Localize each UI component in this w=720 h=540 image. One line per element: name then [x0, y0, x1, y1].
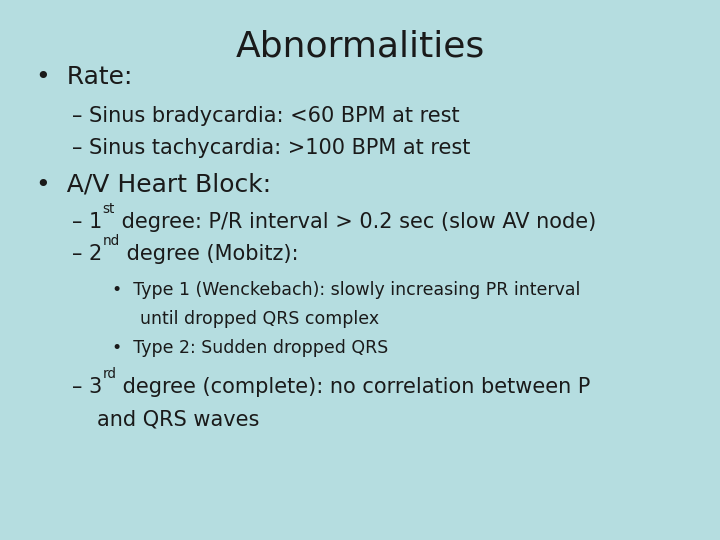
Text: – 2: – 2 — [72, 244, 102, 264]
Text: •  Type 1 (Wenckebach): slowly increasing PR interval: • Type 1 (Wenckebach): slowly increasing… — [112, 281, 580, 299]
Text: •  Rate:: • Rate: — [36, 65, 132, 89]
Text: degree (Mobitz):: degree (Mobitz): — [120, 244, 298, 264]
Text: rd: rd — [102, 367, 116, 381]
Text: and QRS waves: and QRS waves — [97, 409, 260, 429]
Text: degree: P/R interval > 0.2 sec (slow AV node): degree: P/R interval > 0.2 sec (slow AV … — [114, 212, 596, 232]
Text: nd: nd — [102, 234, 120, 248]
Text: – 1: – 1 — [72, 212, 102, 232]
Text: •  A/V Heart Block:: • A/V Heart Block: — [36, 173, 271, 197]
Text: – Sinus bradycardia: <60 BPM at rest: – Sinus bradycardia: <60 BPM at rest — [72, 105, 459, 125]
Text: – 3: – 3 — [72, 377, 102, 397]
Text: •  Type 2: Sudden dropped QRS: • Type 2: Sudden dropped QRS — [112, 339, 388, 356]
Text: – Sinus tachycardia: >100 BPM at rest: – Sinus tachycardia: >100 BPM at rest — [72, 138, 470, 158]
Text: degree (complete): no correlation between P: degree (complete): no correlation betwee… — [116, 377, 590, 397]
Text: Abnormalities: Abnormalities — [235, 30, 485, 64]
Text: st: st — [102, 202, 114, 216]
Text: until dropped QRS complex: until dropped QRS complex — [140, 310, 379, 328]
